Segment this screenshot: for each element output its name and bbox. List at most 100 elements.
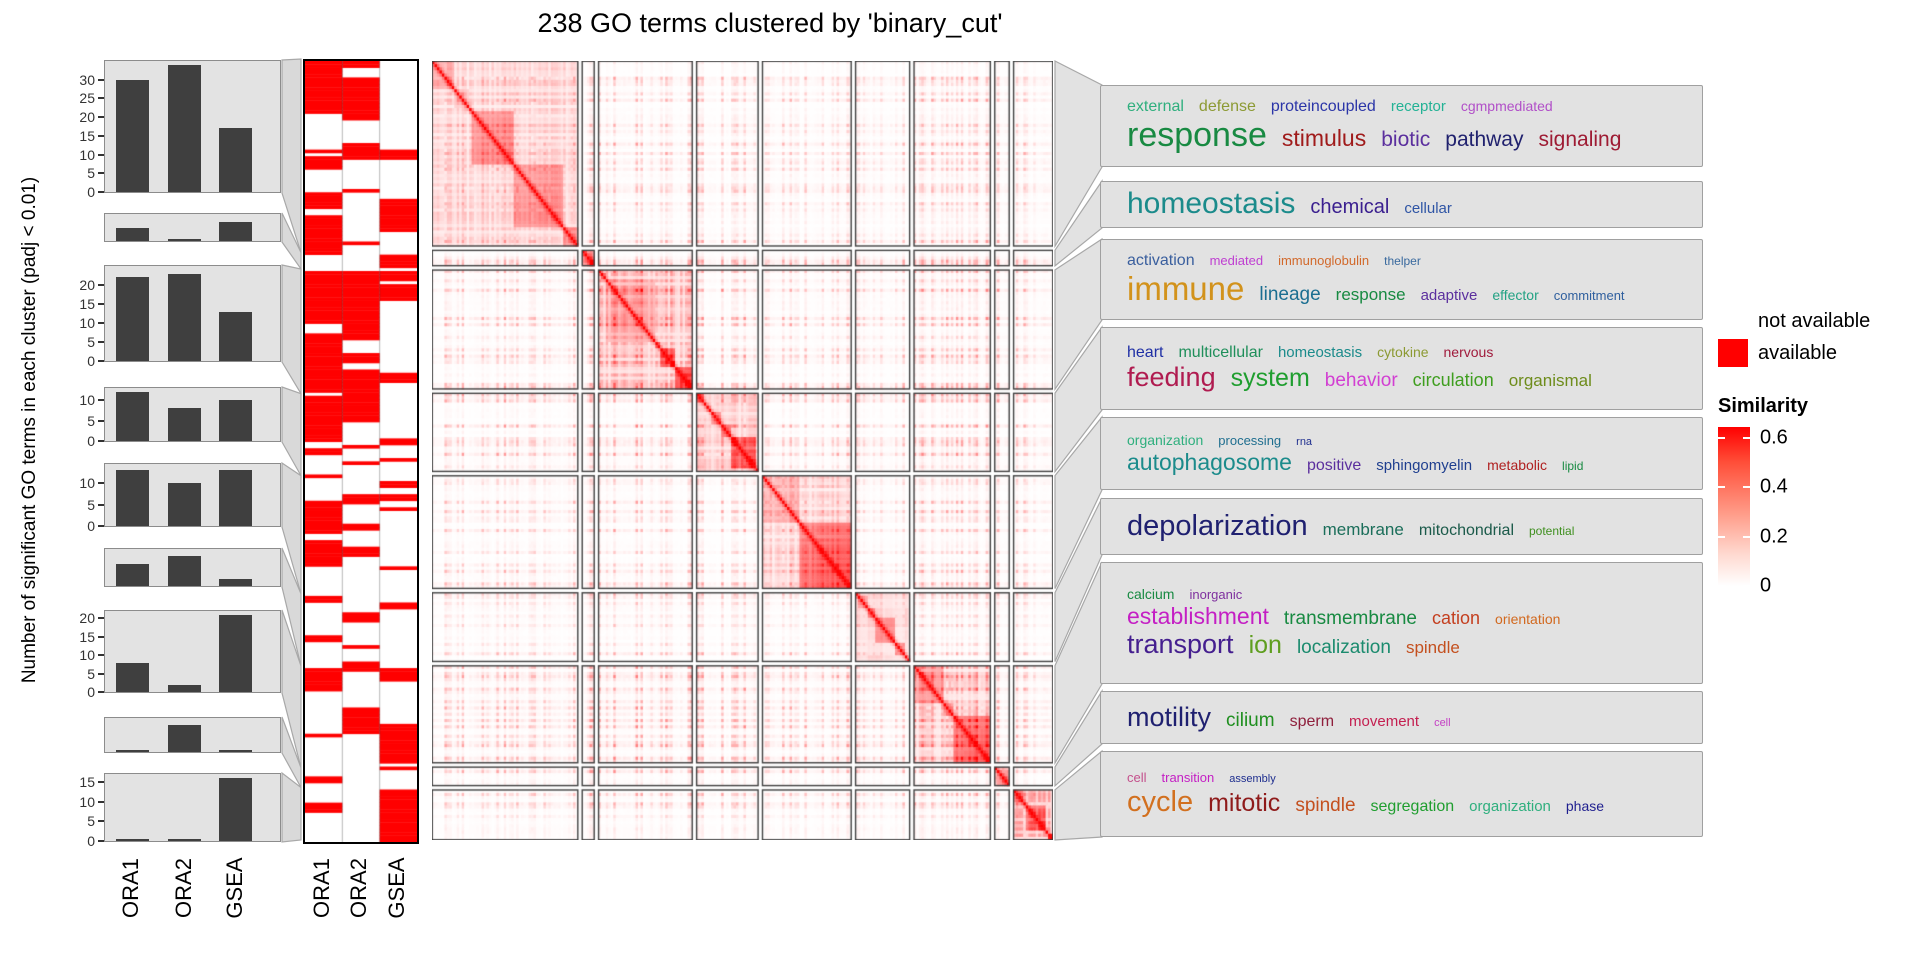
axis-tick-20-cluster-1: 20: [79, 109, 95, 126]
wordcloud-box-cluster-5: organization processing rna autophagosome po…: [1100, 417, 1703, 490]
legend-row-available: available: [1718, 338, 1870, 368]
left-callout-cluster-1: [281, 58, 302, 253]
keyword-multicellular: multicellular: [1178, 344, 1263, 362]
left-callout-cluster-9: [281, 771, 302, 843]
keyword-lipid: lipid: [1562, 458, 1584, 473]
wordcloud-row-4-0: heart multicellular homeostasis cytokine ner…: [1127, 344, 1702, 362]
keyword-nervous: nervous: [1443, 344, 1494, 361]
axis-tick-5-cluster-9: 5: [87, 813, 95, 830]
keyword-cytokine: cytokine: [1377, 344, 1429, 361]
keyword-defense: defense: [1198, 98, 1256, 115]
wordcloud-box-cluster-2: homeostasis chemical cellular: [1100, 181, 1703, 228]
bar-ORA1-cluster-5: [116, 470, 149, 526]
axis-tick-20-cluster-3: 20: [79, 277, 95, 293]
barplot-cluster-4: [104, 387, 281, 442]
axis-tick-mark: [98, 116, 104, 119]
keyword-adaptive: adaptive: [1420, 287, 1478, 305]
right-callout-cluster-7: [1054, 561, 1103, 766]
axis-tick-mark: [98, 191, 104, 193]
wordcloud-row-9-1: cycle mitotic spindle segregation organizati…: [1127, 785, 1702, 818]
keyword-localization: localization: [1296, 637, 1391, 659]
keyword-establishment: establishment: [1127, 602, 1269, 629]
bar-ORA1-cluster-1: [116, 79, 149, 192]
bar-ORA2-cluster-1: [168, 64, 201, 192]
keyword-external: external: [1127, 98, 1184, 115]
colorbar-tick-mark: [1718, 585, 1725, 587]
axis-tick-mark: [98, 97, 104, 100]
bar-ORA1-cluster-6: [116, 563, 149, 586]
axis-tick-15-cluster-3: 15: [79, 296, 95, 312]
keyword-biotic: biotic: [1381, 128, 1431, 152]
axis-tick-mark: [98, 617, 104, 620]
keyword-pathway: pathway: [1445, 128, 1524, 152]
similarity-tick-0: 0: [1760, 574, 1772, 597]
axis-tick-10-cluster-4: 10: [79, 392, 95, 409]
keyword-lineage: lineage: [1259, 284, 1321, 306]
keyword-homeostasis: homeostasis: [1127, 187, 1296, 221]
wordcloud-row-7-2: transport ion localization spindle: [1127, 631, 1702, 659]
axis-tick-5-cluster-4: 5: [87, 412, 95, 429]
keyword-processing: processing: [1218, 432, 1282, 448]
keyword-mitotic: mitotic: [1208, 788, 1281, 817]
keyword-autophagosome: autophagosome: [1127, 448, 1292, 475]
similarity-tick-0.6: 0.6: [1760, 426, 1788, 449]
keyword-homeostasis: homeostasis: [1277, 344, 1363, 362]
availability-legend: not available available: [1718, 306, 1870, 370]
axis-tick-mark: [98, 800, 104, 803]
bar-ORA2-cluster-5: [168, 483, 201, 526]
keyword-activation: activation: [1127, 252, 1195, 270]
axis-tick-10-cluster-1: 10: [79, 146, 95, 163]
axis-tick-15-cluster-7: 15: [79, 628, 95, 645]
bar-GSEA-cluster-2: [219, 221, 252, 241]
keyword-transport: transport: [1127, 629, 1234, 660]
colorbar-tick-mark: [1718, 486, 1725, 489]
axis-tick-mark: [98, 635, 104, 638]
axis-tick-0-cluster-7: 0: [87, 684, 95, 700]
axis-tick-0-cluster-9: 0: [87, 833, 95, 849]
keyword-motility: motility: [1127, 701, 1212, 732]
keyword-assembly: assembly: [1229, 772, 1276, 785]
keyword-ion: ion: [1248, 631, 1282, 660]
right-callout-cluster-5: [1054, 415, 1103, 589]
bar-ORA1-cluster-7: [116, 662, 149, 692]
barplot-cluster-8: [104, 717, 281, 753]
axis-tick-mark: [98, 672, 104, 675]
keyword-positive: positive: [1306, 456, 1362, 474]
bar-GSEA-cluster-1: [219, 128, 252, 192]
bar-ORA2-cluster-9: [168, 839, 201, 841]
bar-GSEA-cluster-7: [219, 614, 252, 692]
bar-GSEA-cluster-6: [219, 578, 252, 586]
wordcloud-box-cluster-4: heart multicellular homeostasis cytokine ner…: [1100, 327, 1703, 410]
keyword-cycle: cycle: [1127, 785, 1194, 818]
wordcloud-row-4-1: feeding system behavior circulation organism…: [1127, 364, 1702, 392]
page-title: 238 GO terms clustered by 'binary_cut': [537, 8, 1003, 38]
barplot-cluster-2: [104, 213, 281, 242]
wordcloud-row-3-1: immune lineage response adaptive effector com…: [1127, 272, 1702, 306]
axis-tick-20-cluster-7: 20: [79, 610, 95, 627]
method-label-barplot-ORA2: ORA2: [171, 858, 196, 918]
axis-tick-mark: [98, 134, 104, 137]
keyword-potential: potential: [1529, 523, 1575, 538]
axis-tick-mark: [98, 482, 104, 485]
keyword-transmembrane: transmembrane: [1283, 607, 1417, 629]
axis-tick-mark: [98, 399, 104, 402]
axis-tick-5-cluster-3: 5: [87, 334, 95, 350]
method-label-heatmap-GSEA: GSEA: [384, 857, 409, 919]
barplot-cluster-5: [104, 463, 281, 527]
axis-tick-10-cluster-3: 10: [79, 315, 95, 331]
bar-ORA2-cluster-3: [168, 273, 201, 361]
keyword-spindle: spindle: [1295, 794, 1356, 816]
bar-ORA1-cluster-8: [116, 750, 149, 752]
axis-tick-25-cluster-1: 25: [79, 90, 95, 107]
axis-tick-0-cluster-4: 0: [87, 433, 95, 449]
bar-ORA2-cluster-8: [168, 724, 201, 752]
keyword-mitochondrial: mitochondrial: [1418, 521, 1514, 539]
axis-tick-mark: [98, 503, 104, 506]
right-callout-cluster-6: [1054, 497, 1103, 662]
bar-ORA1-cluster-4: [116, 392, 149, 441]
axis-tick-0-cluster-1: 0: [87, 184, 95, 200]
axis-tick-mark: [98, 525, 104, 527]
bar-ORA2-cluster-7: [168, 684, 201, 692]
legend-row-not-available: not available: [1718, 306, 1870, 336]
axis-tick-mark: [98, 840, 104, 842]
